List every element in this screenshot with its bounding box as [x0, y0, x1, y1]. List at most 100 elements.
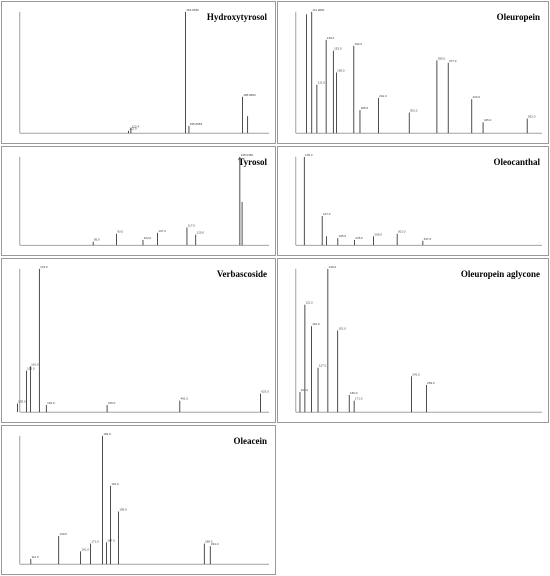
spectrum-peak [185, 11, 186, 134]
peak-label: 153.0 [27, 367, 35, 371]
peak-label: 135.0 [18, 400, 26, 404]
spectrum-panel-oleuropein-aglycone: Oleuropein aglycone 139.0 111.0 119.0 151.0… [277, 258, 549, 423]
axis-frame [295, 11, 543, 134]
spectrum-peak [106, 404, 108, 413]
peak-label: 135.0456 [241, 153, 254, 157]
axis-frame [295, 156, 543, 246]
spectrum-peak [58, 535, 60, 565]
spectrum-peak [209, 546, 211, 565]
peak-label: 301.0 [410, 109, 418, 113]
peak-label: 121.0 [129, 127, 137, 131]
spectrum-peak [26, 370, 27, 413]
peak-label: 151.0 [339, 326, 347, 330]
peak-label: 193.0 [355, 42, 363, 46]
spectrum-peak [422, 240, 424, 246]
peak-label: 139.0 [60, 532, 68, 536]
spectrum-peak [195, 234, 197, 246]
spectrum-plot: 139.0 111.0 119.0 151.0 127.0 241.0 259.0 105.0… [295, 265, 543, 413]
spectrum-peak [45, 404, 47, 413]
peak-label: 117.0 [188, 224, 196, 228]
spectrum-peak [396, 233, 398, 246]
spectrum-peak [353, 45, 355, 134]
peak-label: 241.0 [412, 372, 420, 376]
spectrum-peak [332, 50, 334, 134]
spectrum-peak [378, 97, 379, 134]
spectrum-peak [30, 559, 32, 565]
peak-label: 445.0 [484, 118, 492, 122]
panel-title: Verbascoside [216, 269, 267, 279]
peak-label: 85.0 [94, 238, 100, 242]
peak-label: 153.0546 [186, 8, 199, 12]
peak-label: 199.0 [119, 508, 127, 512]
peak-label: 171.0 [91, 540, 99, 544]
peak-label: 122.4 [132, 124, 140, 128]
peak-label: 347.0 [424, 237, 432, 241]
spectrum-peak [188, 125, 190, 134]
spectrum-peak [157, 232, 158, 246]
spectrum-peak [203, 543, 205, 565]
peak-label: 285.0 [205, 540, 213, 544]
spectrum-peak [526, 118, 528, 134]
spectrum-peak [186, 227, 188, 246]
peak-label: 191.0 [111, 482, 119, 486]
peak-label: 139.0 [329, 265, 337, 269]
panel-title: Oleocanthal [493, 157, 541, 167]
peak-label: 195.0 [339, 234, 347, 238]
peak-label: 291.0 [211, 542, 219, 546]
peak-label: 187.0 [107, 538, 115, 542]
peak-label: 165.0 [350, 391, 358, 395]
panel-title: Oleuropein aglycone [460, 269, 540, 279]
spectrum-peak [17, 403, 18, 413]
axis-frame [19, 268, 270, 413]
spectrum-panel-oleocanthal: Oleocanthal 135.0 167.0 301.0 259.0 195.0 225… [277, 146, 549, 256]
spectrum-plot: 135.0 167.0 301.0 259.0 195.0 225.0 347.0 [295, 153, 543, 246]
axis-frame [19, 11, 270, 134]
peak-label: 179.0 [40, 265, 48, 269]
spectrum-peak [353, 400, 355, 413]
spectrum-peak [327, 268, 329, 413]
axis-frame [19, 156, 270, 246]
spectrum-peak [436, 60, 438, 134]
peak-label: 111.0 [32, 555, 39, 559]
peak-label: 107.0 [158, 229, 166, 233]
peak-label: 161.0 [81, 547, 89, 551]
spectrum-panel-oleacein: Oleacein 183.0 191.0 199.0 139.0 187.0 171.0 2… [1, 425, 276, 575]
peak-label: 127.0 [319, 364, 327, 368]
spectrum-peak [425, 384, 427, 413]
spectrum-peak [471, 99, 473, 134]
peak-label: 315.0 [108, 401, 116, 405]
spectrum-panel-verbascoside: Verbascoside 179.0 161.0 153.0 623.0 461.0 13… [1, 258, 276, 423]
spectrum-peak [242, 96, 243, 134]
spectrum-peak [373, 236, 374, 246]
peak-label: 259.0 [427, 381, 435, 385]
spectrum-panel-hydroxytyrosol: Hydroxytyrosol 153.0546 185.0800 155.0553 1… [1, 1, 276, 144]
spectrum-peak [482, 122, 484, 134]
spectrum-panel-tyrosol: Tyrosol 135.0456 117.0 93.0 107.0 120.0 102.0… [1, 146, 276, 256]
spectrum-peak [106, 542, 107, 565]
peak-label: 155.0553 [190, 122, 203, 126]
spectrum-plot: 183.0 191.0 199.0 139.0 187.0 171.0 285.0291.0… [19, 432, 270, 565]
peak-label: 355.0 [438, 56, 446, 60]
spectrum-peak [304, 304, 306, 413]
peak-label: 531.0 [528, 115, 536, 119]
spectrum-peak [130, 128, 132, 134]
spectrum-peak [306, 14, 307, 134]
peak-label: 105.0 [301, 388, 309, 392]
spectrum-peak [348, 394, 350, 413]
panel-title: Oleacein [233, 436, 268, 446]
spectrum-peak [29, 366, 31, 413]
peak-label: 423.0 [473, 95, 481, 99]
spectrum-peak [142, 239, 144, 246]
spectrum-peak [411, 376, 412, 413]
peak-label: 205.0 [361, 106, 369, 110]
peak-label: 193.0 [47, 401, 55, 405]
spectrum-peak [80, 551, 82, 565]
spectrum-panel-oleuropein: Oleuropein 111.0081 139.0 153.0 193.0 159.0 3… [277, 1, 549, 144]
spectrum-peak [311, 11, 313, 134]
spectrum-peak [247, 116, 249, 134]
spectrum-peak [326, 236, 327, 246]
spectrum-peak [90, 543, 91, 565]
spectrum-peak [239, 156, 241, 246]
spectrum-peak [38, 268, 40, 413]
spectrum-peak [299, 392, 301, 413]
